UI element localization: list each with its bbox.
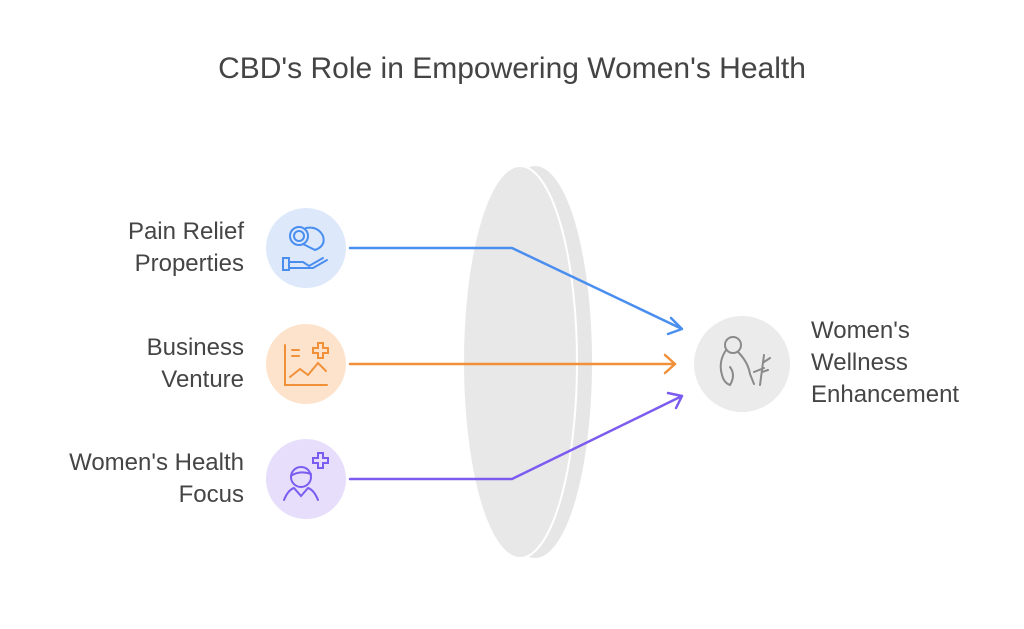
womens-health-label: Women's Health Focus — [69, 447, 244, 511]
arrowhead-pain-relief — [666, 316, 684, 336]
diagram-title: CBD's Role in Empowering Women's Health — [218, 52, 806, 85]
label-line: Business — [146, 334, 244, 361]
arrowhead-womens-health — [666, 391, 684, 410]
label-line: Properties — [134, 250, 244, 277]
woman-with-plant-icon — [719, 336, 771, 387]
label-line: Pain Relief — [127, 218, 244, 245]
hand-holding-pill-icon — [282, 226, 328, 271]
pain-relief-label: Pain Relief Properties — [128, 216, 244, 280]
lens — [462, 165, 592, 559]
woman-plus-icon — [283, 452, 329, 501]
label-line: Venture — [161, 366, 244, 393]
womens-wellness-label: Women's Wellness Enhancement — [811, 315, 959, 411]
label-line: Wellness — [811, 349, 908, 376]
pain-relief-node — [266, 208, 346, 288]
chart-plus-icon — [284, 342, 329, 386]
label-line: Women's Health — [69, 449, 244, 476]
label-line: Enhancement — [811, 381, 960, 408]
label-line: Women's — [811, 317, 910, 344]
label-line: Focus — [178, 481, 244, 508]
womens-health-node — [266, 439, 346, 519]
business-venture-label: Business Venture — [147, 332, 244, 396]
arrowhead-business — [663, 353, 677, 375]
womens-wellness-node — [694, 316, 790, 412]
connector-pain-relief — [348, 246, 682, 330]
business-node — [266, 324, 346, 404]
connector-womens-health — [348, 395, 682, 481]
